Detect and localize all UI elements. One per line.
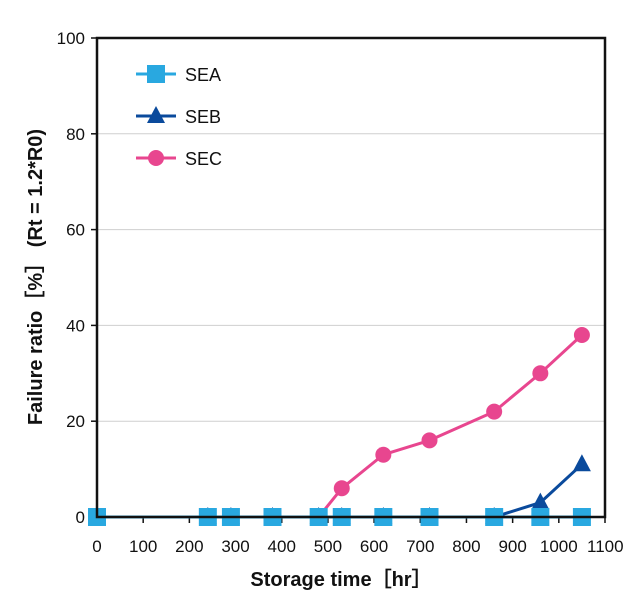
plot-frame (95, 36, 607, 519)
x-tick-label-0: 0 (92, 537, 101, 556)
point-seb-9 (531, 492, 550, 510)
x-axis-ticks: 0 100 200 300 400 500 600 700 800 900 1000 1100 (92, 517, 624, 556)
point-sec-9 (532, 365, 549, 382)
y-tick-label-100: 100 (57, 29, 85, 48)
point-sec-10 (573, 326, 590, 343)
x-tick-label-100: 100 (129, 537, 157, 556)
y-tick-label-0: 0 (76, 508, 85, 527)
point-sec-5 (333, 480, 350, 497)
x-tick-label-300: 300 (221, 537, 249, 556)
y-tick-label-60: 60 (66, 221, 85, 240)
y-axis-ticks: 0 20 40 60 80 100 (57, 29, 97, 527)
legend-marker-seb (147, 106, 165, 123)
x-tick-label-1000: 1000 (540, 537, 578, 556)
point-sec-8 (486, 403, 503, 420)
legend-item-sea: SEA (136, 65, 221, 85)
legend-item-sec: SEC (136, 149, 222, 169)
series-sec (89, 326, 590, 525)
point-seb-10 (572, 454, 591, 472)
data-series (88, 326, 591, 526)
x-tick-label-600: 600 (360, 537, 388, 556)
grid-lines (97, 133, 605, 422)
legend-label-seb: SEB (185, 107, 221, 127)
y-tick-label-20: 20 (66, 412, 85, 431)
x-tick-label-200: 200 (175, 537, 203, 556)
x-tick-label-500: 500 (314, 537, 342, 556)
y-axis-title: Failure ratio［%］ (Rt = 1.2*R0) (23, 129, 47, 425)
x-tick-label-900: 900 (498, 537, 526, 556)
x-tick-label-800: 800 (452, 537, 480, 556)
point-sec-6 (375, 446, 392, 463)
x-axis-title: Storage time［hr］ (250, 567, 431, 591)
point-sec-7 (421, 432, 438, 449)
y-tick-label-40: 40 (66, 316, 85, 335)
legend: SEA SEB SEC (136, 65, 222, 169)
x-tick-label-1100: 1100 (587, 537, 624, 556)
x-tick-label-400: 400 (268, 537, 296, 556)
legend-label-sec: SEC (185, 149, 222, 169)
legend-marker-sec (148, 150, 164, 166)
x-tick-label-700: 700 (406, 537, 434, 556)
legend-label-sea: SEA (185, 65, 221, 85)
legend-item-seb: SEB (136, 106, 221, 127)
legend-marker-sea (147, 65, 165, 83)
y-tick-label-80: 80 (66, 125, 85, 144)
